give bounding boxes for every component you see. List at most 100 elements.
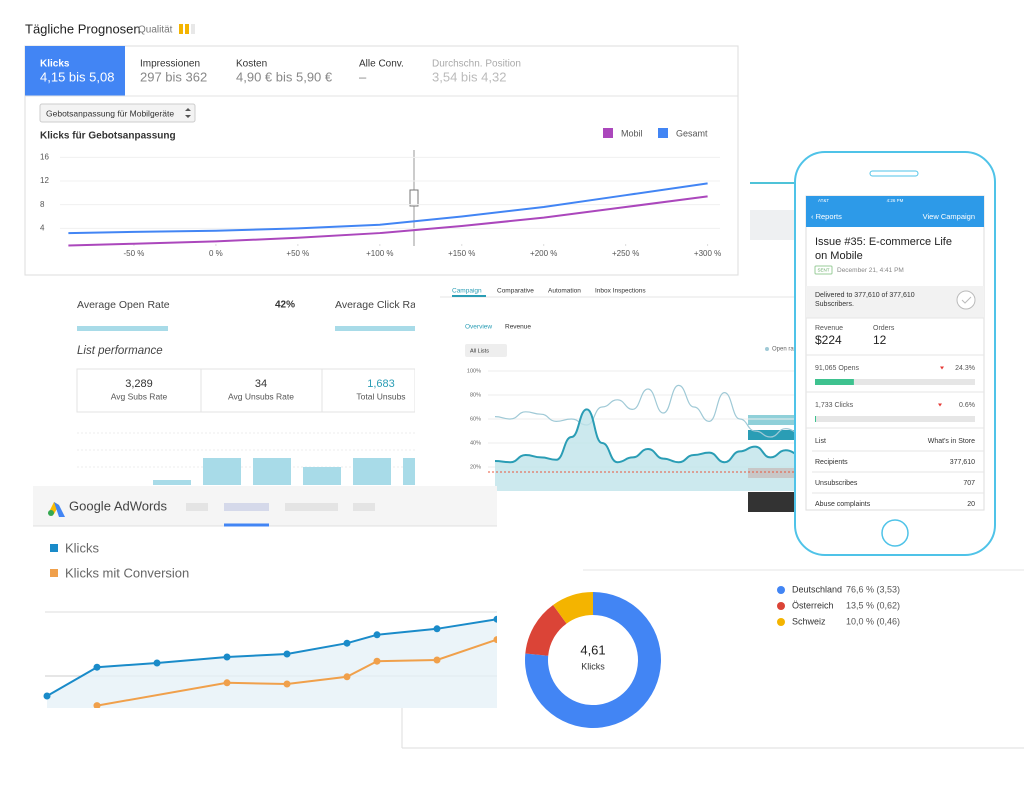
- data-label: 76,6 % (3,53): [846, 584, 900, 594]
- stat-label: Avg Subs Rate: [111, 391, 168, 401]
- subtab[interactable]: Overview: [465, 324, 492, 331]
- rate-bar: [815, 416, 816, 422]
- x-tick-label: +100 %: [366, 249, 393, 258]
- tab[interactable]: Campaign: [452, 288, 482, 295]
- data-label: 10,0 % (0,46): [846, 616, 900, 626]
- campaign-title: on Mobile: [815, 250, 863, 262]
- nav-action[interactable]: View Campaign: [923, 212, 975, 221]
- bar: [253, 458, 291, 485]
- row-label: Abuse complaints: [815, 501, 871, 508]
- legend-label: Klicks mit Conversion: [65, 565, 189, 580]
- decorations: [401, 182, 1024, 749]
- brand: Google AdWords: [69, 498, 168, 513]
- legend-label: Klicks: [65, 540, 99, 555]
- x-tick-label: -50 %: [123, 249, 144, 258]
- y-tick-label: 16: [40, 152, 49, 161]
- panel-title: Tägliche Prognosen: [25, 21, 141, 36]
- trend-down: [940, 366, 944, 370]
- point: [43, 692, 51, 700]
- y-tick-label: 40%: [470, 440, 481, 446]
- tab-name[interactable]: Alle Conv.: [359, 59, 404, 70]
- delivered: Delivered to 377,610 of 377,610: [815, 292, 915, 299]
- row-value: 707: [963, 480, 975, 487]
- tab[interactable]: Inbox Inspections: [595, 288, 646, 295]
- point: [223, 679, 231, 687]
- x-tick-label: +50 %: [286, 249, 309, 258]
- y-tick-label: 4: [40, 223, 45, 232]
- tab-value[interactable]: 3,54 bis 4,32: [432, 69, 506, 84]
- tab-name[interactable]: Durchschn. Position: [432, 59, 521, 70]
- adwords-panel: Google AdWords Klicks Klicks mit Conversio…: [33, 486, 497, 708]
- point: [373, 657, 381, 665]
- campaign-panel: Campaign Comparative Automation Inbox Inspe…: [440, 288, 799, 512]
- bar: [303, 467, 341, 485]
- line-series: [494, 408, 795, 464]
- tab-name[interactable]: Impressionen: [140, 59, 200, 70]
- row-value: What's in Store: [928, 438, 975, 445]
- tab-name[interactable]: Klicks: [40, 59, 70, 70]
- stat-value: 3,289: [125, 378, 153, 390]
- adwords-chart: [43, 615, 497, 708]
- donut-segment: [553, 592, 593, 624]
- dropdown[interactable]: All Lists: [470, 348, 489, 354]
- metric-value: 42%: [275, 300, 295, 311]
- legend-dot: [777, 602, 785, 610]
- badge-bg: [814, 265, 833, 275]
- stat-label: Total Unsubs: [356, 391, 405, 401]
- dropdown[interactable]: Gebotsanpassung für Mobilgeräte: [46, 108, 174, 118]
- donut-segment: [525, 592, 661, 728]
- x-tick-label: +300 %: [694, 249, 721, 258]
- quality-label: Qualität: [138, 25, 173, 36]
- legend-label: Gesamt: [676, 128, 708, 138]
- line-series: [68, 195, 708, 247]
- tab[interactable]: Comparative: [497, 288, 534, 295]
- point: [283, 650, 291, 658]
- center-label: Klicks: [581, 661, 605, 671]
- tab-name[interactable]: Kosten: [236, 59, 267, 70]
- stat-label: Revenue: [815, 325, 843, 332]
- date: December 21, 4:41 PM: [837, 267, 904, 274]
- y-tick-label: 20%: [470, 464, 481, 470]
- tab[interactable]: Automation: [548, 288, 581, 295]
- tab-value[interactable]: –: [359, 69, 367, 84]
- tab-value[interactable]: 4,90 € bis 5,90 €: [236, 69, 333, 84]
- point: [283, 680, 291, 688]
- campaign-title: Issue #35: E-commerce Life: [815, 236, 952, 248]
- point: [93, 663, 101, 671]
- y-tick-label: 8: [40, 200, 45, 209]
- status: AT&T: [818, 198, 829, 203]
- legend-dot: [777, 586, 785, 594]
- tab-value[interactable]: 4,15 bis 5,08: [40, 69, 114, 84]
- stat-label: Orders: [873, 325, 895, 332]
- donut-panel: Deutschland 76,6 % (3,53) Österreich 13,5 %…: [525, 584, 900, 728]
- stat-value: 1,683: [367, 378, 395, 390]
- stat-value: 34: [255, 378, 267, 390]
- rate-label: 1,733 Clicks: [815, 402, 854, 409]
- trend-down: [938, 403, 942, 407]
- point: [433, 656, 441, 664]
- nav-back[interactable]: ‹ Reports: [811, 212, 842, 221]
- metric-label: Average Open Rate: [77, 299, 170, 311]
- legend-swatch: [50, 569, 58, 577]
- row-value: 20: [967, 501, 975, 508]
- point: [493, 615, 497, 623]
- y-tick-label: 80%: [470, 392, 481, 398]
- legend-label: Open rate: [772, 347, 799, 353]
- legend-label: Österreich: [792, 600, 834, 610]
- line-series: [68, 182, 708, 235]
- bar: [403, 458, 415, 485]
- subtab[interactable]: Revenue: [505, 324, 531, 331]
- point: [433, 625, 441, 633]
- bar: [353, 458, 391, 485]
- metric-label: Average Click Rate: [335, 299, 425, 311]
- tab-value[interactable]: 297 bis 362: [140, 69, 207, 84]
- row-label: Unsubscribes: [815, 480, 858, 487]
- badge: SENT: [817, 268, 829, 273]
- legend-swatch: [658, 128, 668, 138]
- point: [343, 673, 351, 681]
- point: [153, 659, 161, 667]
- y-tick-label: 60%: [470, 416, 481, 422]
